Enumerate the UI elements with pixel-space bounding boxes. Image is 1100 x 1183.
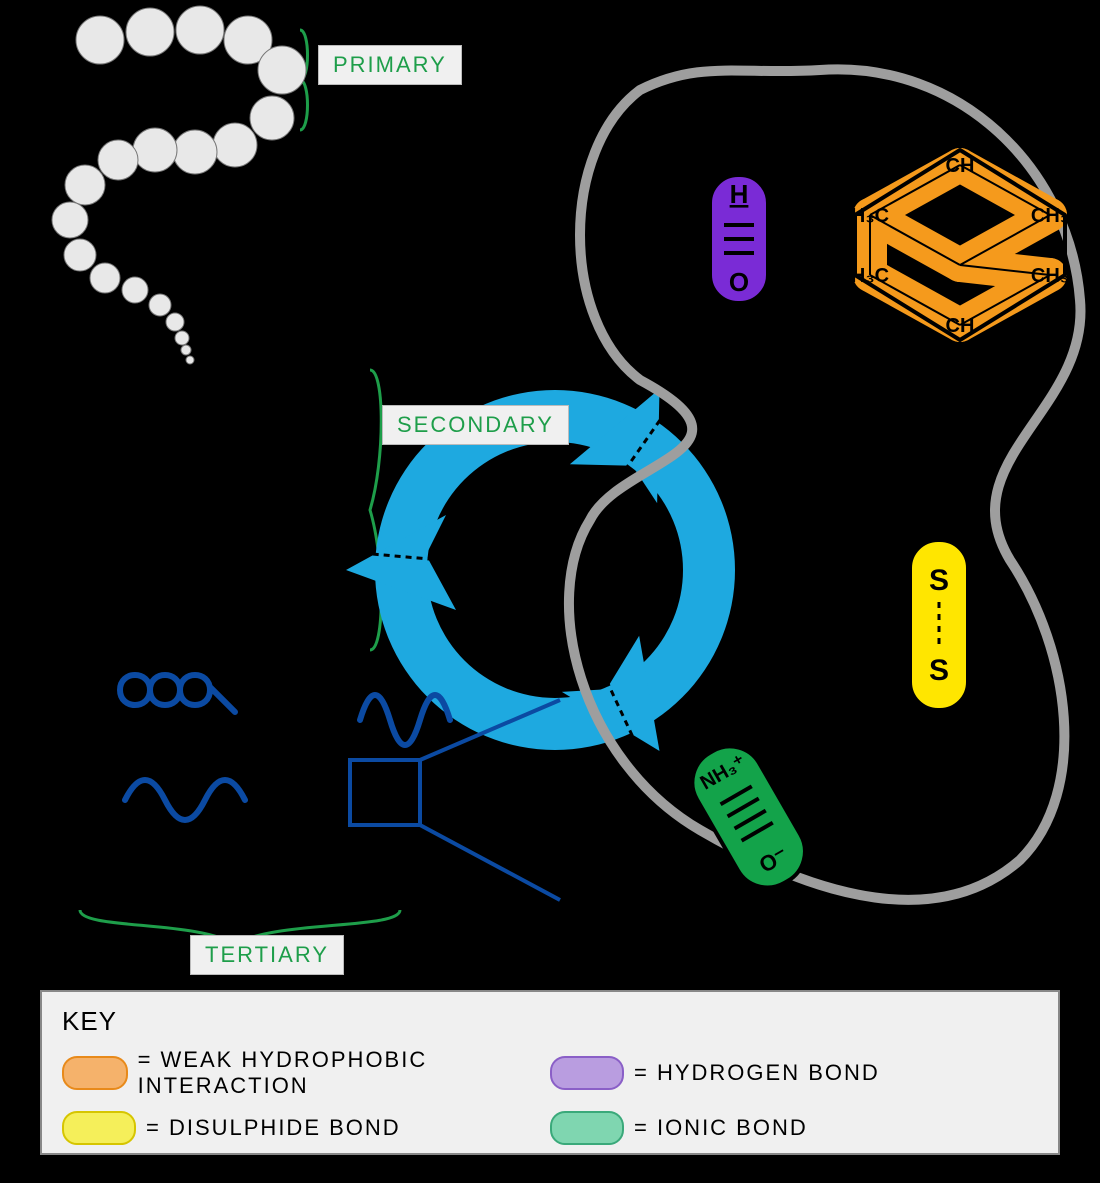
primary-bead: [90, 263, 120, 293]
key-items: = WEAK HYDROPHOBIC INTERACTION = HYDROGEN…: [62, 1047, 1038, 1157]
diagram-stage: H O S S NH₃⁺O⁻ CH CH₃ H₃C H₃C CH₃ CH PRIMARY SECON…: [0, 0, 1100, 1183]
primary-bead: [175, 331, 189, 345]
primary-bead: [176, 6, 224, 54]
primary-bead: [149, 294, 171, 316]
key-item: = DISULPHIDE BOND: [62, 1111, 550, 1145]
key-item: = HYDROGEN BOND: [550, 1047, 1038, 1099]
svg-text:H₃C: H₃C: [851, 265, 889, 287]
svg-text:S: S: [929, 564, 949, 597]
key-item: = IONIC BOND: [550, 1111, 1038, 1145]
key-swatch: [550, 1056, 624, 1090]
primary-bead: [98, 140, 138, 180]
primary-bead: [126, 8, 174, 56]
key-swatch: [550, 1111, 624, 1145]
key-swatch: [62, 1056, 128, 1090]
key-label: = WEAK HYDROPHOBIC INTERACTION: [138, 1047, 550, 1099]
tertiary-sheet-1: [125, 780, 245, 820]
svg-text:CH₃: CH₃: [1031, 265, 1069, 287]
primary-bead: [64, 239, 96, 271]
svg-text:O: O: [729, 267, 749, 297]
primary-bead: [76, 16, 124, 64]
key-label: = IONIC BOND: [634, 1115, 808, 1141]
primary-bead: [213, 123, 257, 167]
key-box: KEY = WEAK HYDROPHOBIC INTERACTION = HYDR…: [40, 990, 1060, 1155]
svg-text:CH₃: CH₃: [1031, 205, 1069, 227]
svg-text:CH: CH: [946, 315, 975, 337]
svg-text:CH: CH: [946, 155, 975, 177]
primary-bead: [181, 345, 191, 355]
primary-bead: [250, 96, 294, 140]
secondary-label: SECONDARY: [382, 405, 569, 445]
primary-bead: [133, 128, 177, 172]
svg-text:H₃C: H₃C: [851, 205, 889, 227]
primary-bead: [258, 46, 306, 94]
primary-bead: [52, 202, 88, 238]
ionic-bond: NH₃⁺O⁻: [680, 734, 817, 900]
primary-bead: [166, 313, 184, 331]
primary-label: PRIMARY: [318, 45, 462, 85]
key-label: = HYDROGEN BOND: [634, 1060, 880, 1086]
svg-text:S: S: [929, 654, 949, 687]
primary-bead: [173, 130, 217, 174]
key-swatch: [62, 1111, 136, 1145]
svg-text:H: H: [730, 179, 749, 209]
primary-bead: [186, 356, 194, 364]
tertiary-label: TERTIARY: [190, 935, 344, 975]
key-title: KEY: [62, 1006, 1038, 1037]
primary-bead: [122, 277, 148, 303]
primary-bead: [65, 165, 105, 205]
tertiary-helix: [120, 675, 235, 712]
key-item: = WEAK HYDROPHOBIC INTERACTION: [62, 1047, 550, 1099]
key-label: = DISULPHIDE BOND: [146, 1115, 401, 1141]
